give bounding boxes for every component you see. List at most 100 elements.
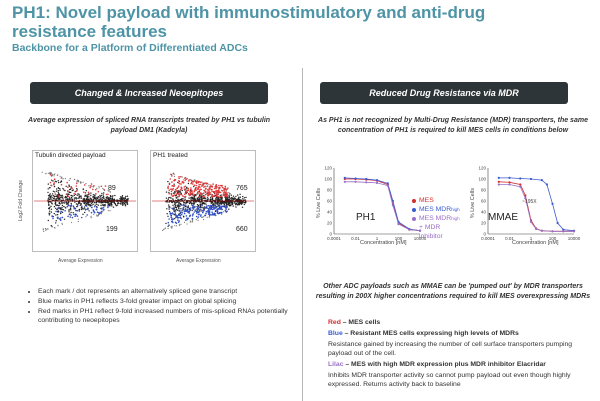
series-point	[386, 184, 389, 187]
ma-point	[168, 201, 170, 203]
ma-edge-point	[45, 228, 47, 230]
ma-point	[220, 198, 223, 200]
ma-red-point	[49, 181, 52, 184]
y-tick-label: 100	[478, 177, 486, 182]
ma-edge-point	[170, 226, 172, 228]
ma-point	[167, 225, 169, 227]
ma-edge-point	[189, 220, 191, 222]
x-tick-label: 100	[549, 236, 557, 241]
ma-blue-point	[212, 207, 215, 209]
ma-red-point	[170, 173, 172, 176]
ma-blue-point	[64, 209, 66, 212]
ma-point	[55, 198, 58, 200]
ma-point	[214, 201, 217, 204]
ma-point	[66, 203, 69, 205]
key-blue-desc: Resistance gained by increasing the numb…	[328, 341, 573, 357]
ma-point	[55, 204, 57, 207]
ma-red-point	[221, 190, 224, 192]
ma-point	[119, 199, 122, 201]
ma-point	[70, 194, 72, 197]
ma-point	[65, 202, 67, 204]
ma-point	[239, 193, 241, 195]
ma-edge-point	[62, 178, 64, 180]
ma-point	[176, 204, 178, 206]
ma-point	[210, 196, 212, 199]
ma-blue-point	[218, 208, 220, 210]
ma-edge-point	[77, 181, 80, 183]
ma-blue-point	[201, 204, 203, 206]
series-point	[551, 230, 554, 233]
ma-red-point	[71, 187, 73, 190]
mmae-ylabel: % Live Cells	[470, 188, 476, 219]
ma-point	[236, 201, 239, 203]
ma-blue-point	[52, 217, 54, 220]
ma-blue-point	[211, 211, 213, 213]
ma-point	[236, 203, 239, 206]
y-tick-label: 40	[327, 210, 333, 215]
ma-blue-point	[213, 214, 215, 216]
y-tick-label: 0	[483, 232, 486, 237]
series-point	[562, 228, 565, 231]
ma-point	[101, 201, 104, 203]
ma-edge-point	[208, 216, 210, 218]
ma-point	[223, 204, 225, 206]
ma-blue-point	[205, 210, 208, 213]
ma-point	[172, 204, 174, 206]
ma-point	[196, 193, 198, 195]
ma-red-point	[107, 193, 109, 196]
ma-red-point	[196, 180, 198, 182]
series-point	[497, 176, 500, 179]
mmae-dose-response-chart: 0 20 40 60 80 100 120 0.0001 0.01 1 100 10000 MMAE …	[470, 160, 598, 270]
ma-blue-point	[213, 206, 216, 209]
ma-point	[183, 216, 185, 218]
ma-red-point	[215, 194, 218, 197]
ma-red-point	[211, 190, 213, 193]
series-point	[524, 194, 527, 197]
series-point	[397, 223, 400, 226]
ma-point	[98, 201, 100, 204]
ma-blue-point	[70, 214, 72, 216]
ma-edge-point	[90, 215, 92, 217]
ma-blue-point	[224, 209, 227, 212]
ma-red-point	[200, 192, 203, 195]
ma-blue-point	[181, 204, 183, 207]
ma-red-point	[215, 185, 217, 188]
ma-blue-point	[171, 218, 173, 221]
ma-edge-point	[173, 175, 176, 177]
ma-edge-point	[96, 187, 98, 189]
ma-point	[78, 196, 81, 198]
ma-red-point	[224, 192, 227, 194]
ma-blue-point	[56, 216, 59, 219]
ma-red-point	[216, 191, 219, 193]
ma-blue-point	[189, 207, 192, 209]
series-point	[343, 176, 346, 179]
ma-point	[228, 208, 230, 210]
ma-point	[119, 198, 121, 200]
key-lilac: Lilac – MES with high MDR expression plu…	[328, 360, 596, 369]
ma-red-point	[103, 188, 105, 191]
ma-blue-point	[58, 218, 61, 220]
ma-blue-point	[76, 215, 79, 217]
ma-point	[177, 204, 179, 206]
y-tick-label: 40	[481, 210, 487, 215]
ma-point	[121, 195, 124, 197]
ma-point	[101, 198, 103, 201]
ma-point	[116, 199, 118, 201]
ma-blue-point	[90, 206, 93, 209]
ma-red-point	[226, 196, 228, 198]
ma-point	[195, 201, 197, 203]
ma-red-point	[206, 189, 209, 191]
ma-point	[53, 185, 56, 188]
series-point	[408, 228, 411, 231]
ma-red-point	[221, 186, 224, 189]
ma-point	[53, 212, 55, 215]
ma-point	[68, 193, 70, 196]
ma-point	[49, 206, 51, 209]
ma-edge-point	[174, 225, 176, 227]
ma-red-point	[194, 189, 196, 191]
ma-point	[76, 203, 79, 205]
ma-blue-point	[59, 217, 62, 219]
ma-blue-point	[176, 217, 179, 219]
ma-point	[49, 210, 51, 212]
ma-point	[172, 192, 175, 194]
